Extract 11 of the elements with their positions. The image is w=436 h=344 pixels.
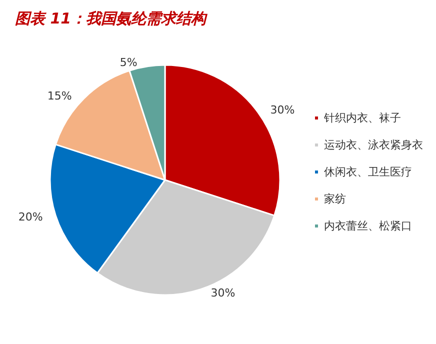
legend-label: 家纺: [324, 192, 346, 206]
chart-title: 图表 11：我国氨纶需求结构: [15, 10, 208, 28]
data-label: 15%: [47, 89, 72, 102]
data-label: 20%: [18, 210, 43, 224]
legend-label: 休闲衣、卫生医疗: [324, 166, 412, 178]
data-label: 30%: [210, 286, 236, 300]
legend-label: 运动衣、泳衣紧身衣: [324, 138, 423, 152]
data-label: 5%: [120, 56, 138, 69]
legend-label: 针织内衣、袜子: [323, 112, 401, 124]
data-label: 30%: [270, 104, 295, 117]
legend-label: 内衣蕾丝、松紧口: [324, 220, 412, 232]
